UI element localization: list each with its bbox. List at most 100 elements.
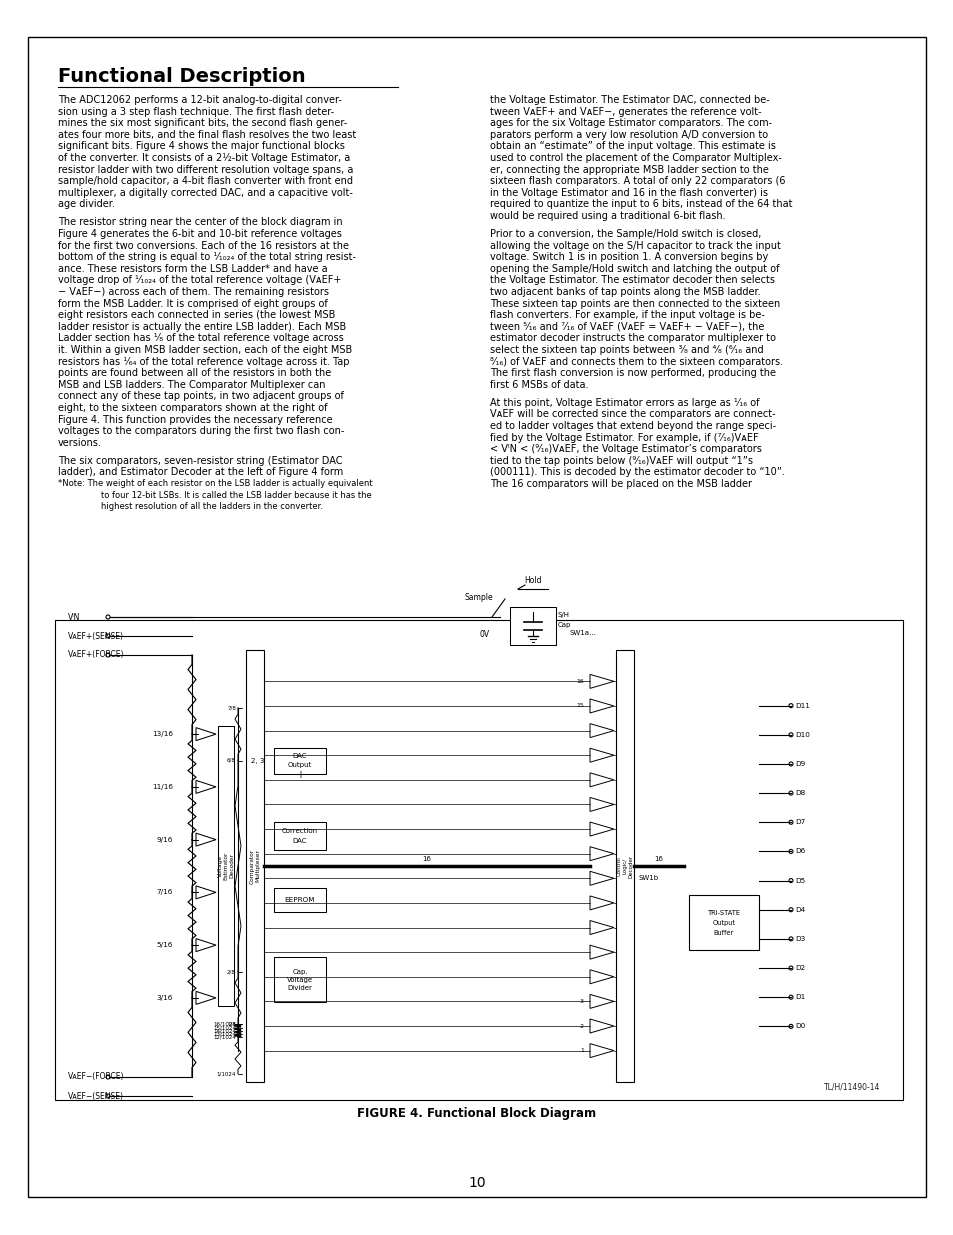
Text: form the MSB Ladder. It is comprised of eight groups of: form the MSB Ladder. It is comprised of … [58, 299, 328, 309]
Text: D5: D5 [794, 878, 804, 883]
Text: D0: D0 [794, 1024, 804, 1029]
Text: 10: 10 [468, 1176, 485, 1191]
Text: D8: D8 [794, 790, 804, 797]
Text: FIGURE 4. Functional Block Diagram: FIGURE 4. Functional Block Diagram [357, 1107, 596, 1119]
Text: required to quantize the input to 6 bits, instead of the 64 that: required to quantize the input to 6 bits… [490, 199, 792, 210]
Text: TRI-STATE: TRI-STATE [707, 910, 740, 916]
Bar [55, 620, 902, 1100]
Text: VᴵN: VᴵN [68, 613, 80, 621]
Text: 1/1024: 1/1024 [216, 1071, 235, 1076]
Text: At this point, Voltage Estimator errors as large as ¹⁄₁₆ of: At this point, Voltage Estimator errors … [490, 398, 759, 408]
Text: 16: 16 [654, 856, 662, 862]
Text: Divider: Divider [287, 986, 313, 990]
Bar [688, 895, 759, 951]
Text: voltage drop of ¹⁄₁₀₂₄ of the total reference voltage (VᴀEF+: voltage drop of ¹⁄₁₀₂₄ of the total refe… [58, 275, 341, 285]
Text: The ADC12062 performs a 12-bit analog-to-digital conver-: The ADC12062 performs a 12-bit analog-to… [58, 95, 341, 105]
Text: 1: 1 [579, 1049, 583, 1053]
Text: 15: 15 [576, 704, 583, 709]
Text: D4: D4 [794, 906, 804, 913]
Text: estimator decoder instructs the comparator multiplexer to: estimator decoder instructs the comparat… [490, 333, 775, 343]
Text: allowing the voltage on the S/H capacitor to track the input: allowing the voltage on the S/H capacito… [490, 241, 781, 251]
Text: eight, to the sixteen comparators shown at the right of: eight, to the sixteen comparators shown … [58, 403, 327, 412]
Text: 5/16: 5/16 [156, 942, 172, 948]
Polygon shape [195, 781, 215, 793]
Text: 13/16: 13/16 [152, 731, 172, 737]
Text: select the sixteen tap points between ³⁄₈ and ⁴⁄₈ (⁶⁄₁₆ and: select the sixteen tap points between ³⁄… [490, 345, 762, 354]
Text: 2, 3: 2, 3 [251, 757, 264, 763]
Text: 12/1024: 12/1024 [213, 1035, 235, 1040]
Text: < VᴵN < (⁹⁄₁₆)VᴀEF, the Voltage Estimator’s comparators: < VᴵN < (⁹⁄₁₆)VᴀEF, the Voltage Estimato… [490, 445, 761, 454]
Polygon shape [589, 994, 614, 1009]
Text: 15/1024: 15/1024 [213, 1025, 235, 1030]
Text: Output: Output [712, 920, 735, 926]
Text: 2: 2 [579, 1024, 583, 1029]
Polygon shape [589, 920, 614, 935]
Text: Cap: Cap [558, 622, 571, 629]
Text: Comparator
Multiplexer: Comparator Multiplexer [250, 848, 260, 883]
Text: to four 12-bit LSBs. It is called the LSB ladder because it has the: to four 12-bit LSBs. It is called the LS… [80, 490, 372, 500]
Text: fied by the Voltage Estimator. For example, if (⁷⁄₁₆)VᴀEF: fied by the Voltage Estimator. For examp… [490, 432, 758, 442]
Text: Cap.: Cap. [292, 969, 308, 974]
Text: used to control the placement of the Comparator Multiplex-: used to control the placement of the Com… [490, 153, 781, 163]
Text: for the first two conversions. Each of the 16 resistors at the: for the first two conversions. Each of t… [58, 241, 349, 251]
Polygon shape [589, 1019, 614, 1032]
Text: D3: D3 [794, 936, 804, 942]
Text: of the converter. It consists of a 2½-bit Voltage Estimator, a: of the converter. It consists of a 2½-bi… [58, 153, 350, 163]
Text: D11: D11 [794, 703, 809, 709]
Text: TL/H/11490-14: TL/H/11490-14 [822, 1083, 879, 1092]
Text: two adjacent banks of tap points along the MSB ladder.: two adjacent banks of tap points along t… [490, 287, 760, 296]
Text: ladder), and Estimator Decoder at the left of Figure 4 form: ladder), and Estimator Decoder at the le… [58, 467, 343, 478]
Polygon shape [589, 1044, 614, 1057]
Text: These sixteen tap points are then connected to the sixteen: These sixteen tap points are then connec… [490, 299, 780, 309]
Text: in the Voltage Estimator and 16 in the flash converter) is: in the Voltage Estimator and 16 in the f… [490, 188, 767, 198]
Text: 13/1024: 13/1024 [213, 1031, 235, 1036]
Polygon shape [195, 939, 215, 952]
Text: sixteen flash comparators. A total of only 22 comparators (6: sixteen flash comparators. A total of on… [490, 177, 784, 186]
Text: sample/hold capacitor, a 4-bit flash converter with front end: sample/hold capacitor, a 4-bit flash con… [58, 177, 353, 186]
Text: *Note: The weight of each resistor on the LSB ladder is actually equivalent: *Note: The weight of each resistor on th… [58, 479, 373, 488]
Text: 11/16: 11/16 [152, 784, 172, 790]
Text: Functional Description: Functional Description [58, 67, 305, 86]
Text: 7/8: 7/8 [227, 705, 235, 710]
Text: resistor ladder with two different resolution voltage spans, a: resistor ladder with two different resol… [58, 164, 353, 174]
Bar [616, 650, 634, 1082]
Polygon shape [589, 872, 614, 885]
Text: DAC: DAC [293, 839, 307, 845]
Text: VᴀEF will be corrected since the comparators are connect-: VᴀEF will be corrected since the compara… [490, 409, 775, 420]
Text: opening the Sample/Hold switch and latching the output of: opening the Sample/Hold switch and latch… [490, 264, 779, 274]
Polygon shape [589, 823, 614, 836]
Text: points are found between all of the resistors in both the: points are found between all of the resi… [58, 368, 331, 378]
Text: 1/8: 1/8 [227, 1021, 235, 1026]
Text: The first flash conversion is now performed, producing the: The first flash conversion is now perfor… [490, 368, 775, 378]
Text: Buffer: Buffer [713, 930, 734, 936]
Text: the Voltage Estimator. The Estimator DAC, connected be-: the Voltage Estimator. The Estimator DAC… [490, 95, 769, 105]
Text: eight resistors each connected in series (the lowest MSB: eight resistors each connected in series… [58, 310, 335, 320]
Text: first 6 MSBs of data.: first 6 MSBs of data. [490, 380, 588, 390]
Text: D1: D1 [794, 994, 804, 1000]
Text: Output: Output [288, 762, 312, 768]
Text: VᴀEF+(FORCE): VᴀEF+(FORCE) [68, 651, 125, 659]
Text: SW1a…: SW1a… [569, 630, 597, 636]
Text: Ladder section has ¹⁄₈ of the total reference voltage across: Ladder section has ¹⁄₈ of the total refe… [58, 333, 343, 343]
Text: +: + [295, 771, 304, 781]
Text: ages for the six Voltage Estimator comparators. The com-: ages for the six Voltage Estimator compa… [490, 119, 771, 128]
Polygon shape [195, 834, 215, 846]
Text: tied to the tap points below (⁹⁄₁₆)VᴀEF will output “1”s: tied to the tap points below (⁹⁄₁₆)VᴀEF … [490, 456, 752, 466]
Bar [218, 726, 233, 1005]
Text: resistors has ¹⁄₆₄ of the total reference voltage across it. Tap: resistors has ¹⁄₆₄ of the total referenc… [58, 357, 349, 367]
Bar [274, 888, 326, 911]
Text: The six comparators, seven-resistor string (Estimator DAC: The six comparators, seven-resistor stri… [58, 456, 342, 466]
Text: voltages to the comparators during the first two flash con-: voltages to the comparators during the f… [58, 426, 344, 436]
Text: 14/1024: 14/1024 [213, 1029, 235, 1034]
Text: ance. These resistors form the LSB Ladder* and have a: ance. These resistors form the LSB Ladde… [58, 264, 327, 274]
Text: versions.: versions. [58, 437, 102, 448]
Text: 3: 3 [579, 999, 583, 1004]
Text: (000111). This is decoded by the estimator decoder to “10”.: (000111). This is decoded by the estimat… [490, 467, 784, 478]
Text: would be required using a traditional 6-bit flash.: would be required using a traditional 6-… [490, 211, 725, 221]
Bar [246, 650, 264, 1082]
Text: Prior to a conversion, the Sample/Hold switch is closed,: Prior to a conversion, the Sample/Hold s… [490, 228, 760, 240]
Text: tween VᴀEF+ and VᴀEF−, generates the reference volt-: tween VᴀEF+ and VᴀEF−, generates the ref… [490, 106, 760, 116]
Text: er, connecting the appropriate MSB ladder section to the: er, connecting the appropriate MSB ladde… [490, 164, 768, 174]
Text: ⁸⁄₁₆) of VᴀEF and connects them to the sixteen comparators.: ⁸⁄₁₆) of VᴀEF and connects them to the s… [490, 357, 782, 367]
Polygon shape [589, 847, 614, 861]
